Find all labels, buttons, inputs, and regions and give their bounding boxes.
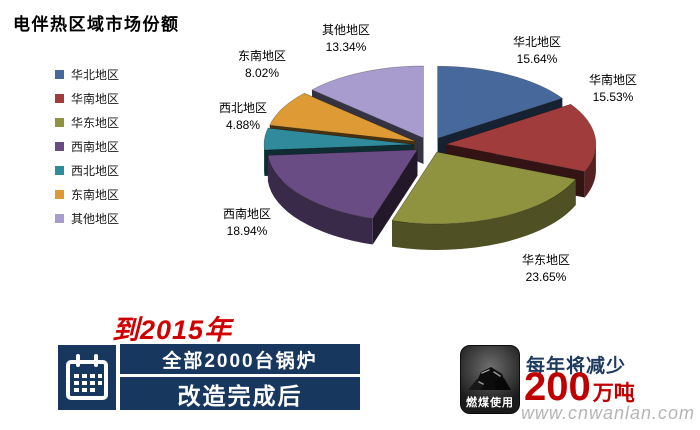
legend: 华北地区华南地区华东地区西南地区西北地区东南地区其他地区 bbox=[55, 62, 119, 230]
pie-slice-4 bbox=[263, 127, 415, 151]
legend-label: 其他地区 bbox=[71, 211, 120, 226]
reduction-unit: 万吨 bbox=[592, 382, 635, 405]
legend-swatch bbox=[55, 141, 64, 151]
legend-item-3: 西南地区 bbox=[55, 134, 119, 158]
legend-label: 华北地区 bbox=[71, 67, 120, 82]
legend-item-1: 华南地区 bbox=[55, 86, 119, 110]
pie-slice-6 bbox=[311, 65, 424, 139]
legend-label: 西北地区 bbox=[71, 163, 120, 178]
legend-item-0: 华北地区 bbox=[55, 62, 119, 86]
legend-swatch bbox=[55, 93, 64, 103]
reduction-line: 每年将减少 bbox=[526, 356, 627, 377]
pie-slice-wall-2 bbox=[392, 179, 576, 250]
banner-headline: 到2015年 bbox=[112, 315, 233, 345]
legend-swatch bbox=[55, 165, 64, 175]
chart-title: 电伴热区域市场份额 bbox=[13, 15, 180, 34]
legend-swatch bbox=[55, 213, 64, 223]
legend-label: 西南地区 bbox=[71, 139, 120, 154]
pie-slice-5 bbox=[269, 92, 416, 142]
coal-badge: 燃煤使用 bbox=[460, 345, 520, 414]
pie-slice-3 bbox=[267, 149, 419, 219]
legend-item-5: 东南地区 bbox=[55, 182, 119, 206]
legend-label: 华南地区 bbox=[71, 91, 120, 106]
reduction-amount-row: 200 万吨 bbox=[524, 367, 635, 407]
reduction-amount: 200 bbox=[524, 365, 591, 409]
pie-slice-wall-3 bbox=[267, 155, 373, 245]
legend-item-4: 西北地区 bbox=[55, 158, 119, 182]
calendar-icon bbox=[58, 345, 116, 410]
pie-slice-wall-1 bbox=[584, 144, 596, 198]
coal-pile-icon bbox=[468, 367, 511, 390]
pie-slice-0 bbox=[437, 65, 564, 139]
legend-label: 华东地区 bbox=[71, 115, 120, 130]
legend-swatch bbox=[55, 69, 64, 79]
pie-slice-2 bbox=[391, 151, 577, 225]
watermark: www.cnwanlan.com bbox=[520, 403, 695, 423]
calendar-glyph bbox=[66, 353, 108, 400]
legend-swatch bbox=[55, 117, 64, 127]
banner-line1: 全部2000台锅炉 bbox=[120, 344, 360, 374]
banner-line2: 改造完成后 bbox=[120, 377, 360, 410]
coal-badge-label: 燃煤使用 bbox=[466, 397, 514, 409]
legend-item-2: 华东地区 bbox=[55, 110, 119, 134]
legend-swatch bbox=[55, 189, 64, 199]
pie-slice-1 bbox=[445, 103, 597, 172]
legend-item-6: 其他地区 bbox=[55, 206, 119, 230]
legend-label: 东南地区 bbox=[71, 187, 120, 202]
